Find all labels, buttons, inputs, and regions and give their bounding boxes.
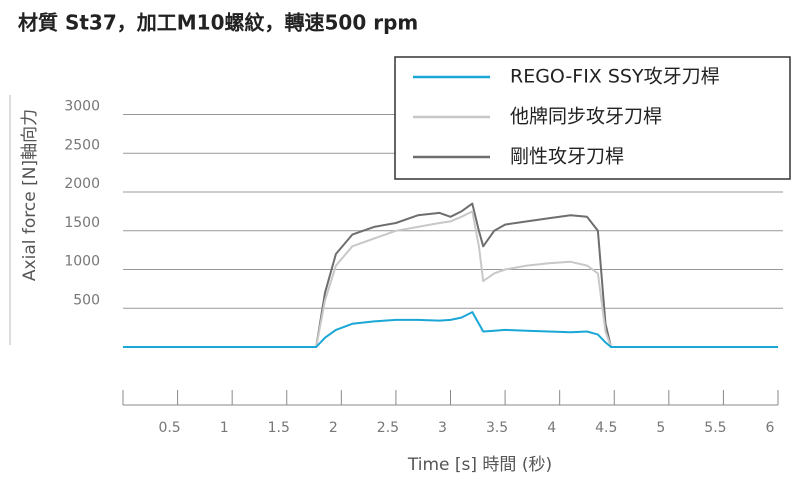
x-tick-label: 3.5 bbox=[486, 420, 508, 436]
x-tick-label: 0.5 bbox=[158, 420, 180, 436]
x-tick-label: 1 bbox=[220, 420, 229, 436]
x-tick-label: 2 bbox=[329, 420, 338, 436]
y-tick-label: 1000 bbox=[64, 254, 100, 270]
series-line bbox=[123, 202, 778, 348]
x-tick-label: 1.5 bbox=[268, 420, 290, 436]
legend-label: 他牌同步攻牙刀桿 bbox=[510, 106, 662, 128]
x-axis-label: Time [s] 時間 (秒) bbox=[407, 455, 552, 475]
x-tick-label: 6 bbox=[766, 420, 775, 436]
x-tick-label: 5 bbox=[656, 420, 665, 436]
x-tick-label: 2.5 bbox=[377, 420, 399, 436]
x-tick-label: 4 bbox=[547, 420, 556, 436]
y-tick-label: 500 bbox=[73, 292, 100, 308]
x-tick-label: 3 bbox=[438, 420, 447, 436]
legend-label: REGO-FIX SSY攻牙刀桿 bbox=[510, 66, 720, 88]
y-tick-label: 2000 bbox=[64, 176, 100, 192]
x-tick-label: 5.5 bbox=[704, 420, 726, 436]
series-line bbox=[123, 311, 778, 348]
y-tick-label: 3000 bbox=[64, 99, 100, 115]
series-line bbox=[123, 210, 778, 348]
x-tick-label: 4.5 bbox=[595, 420, 617, 436]
y-axis-label: Axial force [N]軸向力 bbox=[20, 109, 40, 281]
y-tick-label: 2500 bbox=[64, 137, 100, 153]
legend-label: 剛性攻牙刀桿 bbox=[510, 146, 624, 168]
y-tick-label: 1500 bbox=[64, 215, 100, 231]
chart-title: 材質 St37，加工M10螺紋，轉速500 rpm bbox=[18, 11, 418, 35]
